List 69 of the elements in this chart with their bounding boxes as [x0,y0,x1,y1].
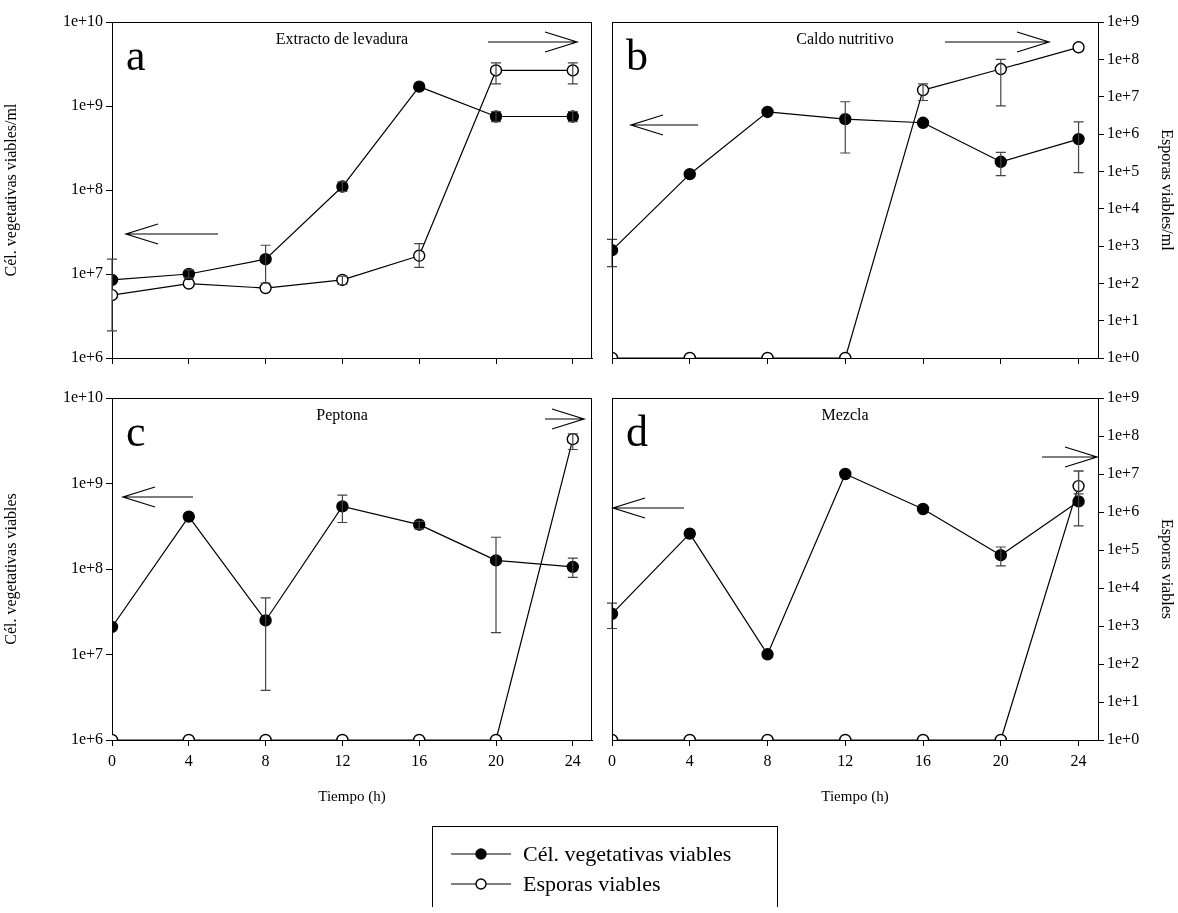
y-axis-title: Cél. vegetativas viables/ml [1,103,20,277]
x-tick-label: 12 [334,751,351,769]
y-tick-label: 1e+10 [62,12,103,30]
point [182,510,195,523]
point [1072,41,1085,54]
x-tick-label: 12 [837,751,854,769]
point [683,527,696,540]
x-tick-label: 8 [763,751,772,769]
y-tick-label: 1e+10 [62,388,103,406]
y2-tick-label: 1e+6 [1107,124,1140,142]
y2-tick-label: 1e+0 [1107,348,1140,366]
text: Caldo nutritivo [796,30,894,48]
y2-tick-label: 1e+2 [1107,654,1140,672]
x-tick-label: 16 [915,751,932,769]
y-tick-label: 1e+7 [70,264,103,282]
y2-tick-label: 1e+1 [1107,310,1140,328]
y2-tick-label: 1e+9 [1107,388,1140,406]
y2-axis-title: Esporas viables/ml [1158,129,1177,252]
text: Extracto de levadura [275,30,409,48]
y2-tick-label: 1e+5 [1107,540,1140,558]
y2-tick-label: 1e+3 [1107,236,1140,254]
x-axis-title: Tiempo (h) [821,787,889,805]
point [413,80,426,93]
y2-tick-label: 1e+6 [1107,502,1140,520]
y-tick-label: 1e+7 [70,644,103,662]
y2-tick-label: 1e+5 [1107,161,1140,179]
y-tick-label: 1e+6 [70,730,103,748]
x-tick-label: 8 [261,751,270,769]
x-tick-label: 4 [685,751,694,769]
y-tick-label: 1e+9 [70,473,103,491]
y2-tick-label: 1e+8 [1107,426,1140,444]
point [916,502,930,516]
y2-tick-label: 1e+4 [1107,578,1140,596]
text: Peptona [316,406,368,425]
y2-axis-title: Esporas viables [1158,519,1177,619]
x-tick-label: 24 [564,751,581,769]
point [839,467,852,481]
y-tick-label: 1e+8 [70,180,103,198]
y-axis-title: Cél. vegetativas viables [1,493,20,645]
x-tick-label: 20 [488,751,504,769]
y-tick-label: 1e+8 [70,559,103,577]
y2-tick-label: 1e+3 [1107,616,1140,634]
legend-label: Esporas viables [523,871,661,897]
y2-tick-label: 1e+2 [1107,273,1140,291]
annotation: a [126,31,146,80]
x-tick-label: 0 [608,751,616,769]
annotation: b [626,31,648,80]
legend-label: Cél. vegetativas viables [523,841,732,867]
point [683,167,696,181]
x-tick-label: 20 [992,751,1009,769]
point [916,116,930,129]
y2-tick-label: 1e+9 [1107,12,1140,30]
y2-tick-label: 1e+4 [1107,198,1140,216]
annotation: d [626,407,648,456]
y-tick-label: 1e+9 [70,96,103,114]
y2-tick-label: 1e+8 [1107,49,1140,67]
y2-tick-label: 1e+0 [1107,730,1140,748]
text: Mezcla [821,406,869,424]
x-axis-title: Tiempo (h) [318,787,386,805]
x-tick-label: 24 [1070,751,1087,769]
y-tick-label: 1e+6 [70,348,103,366]
x-tick-label: 4 [184,751,193,769]
y2-tick-label: 1e+1 [1107,692,1140,710]
y2-tick-label: 1e+7 [1107,86,1140,104]
point [761,105,774,119]
x-tick-label: 0 [108,751,116,769]
x-tick-label: 16 [411,751,428,769]
annotation: c [126,407,146,456]
y2-tick-label: 1e+7 [1107,464,1140,482]
